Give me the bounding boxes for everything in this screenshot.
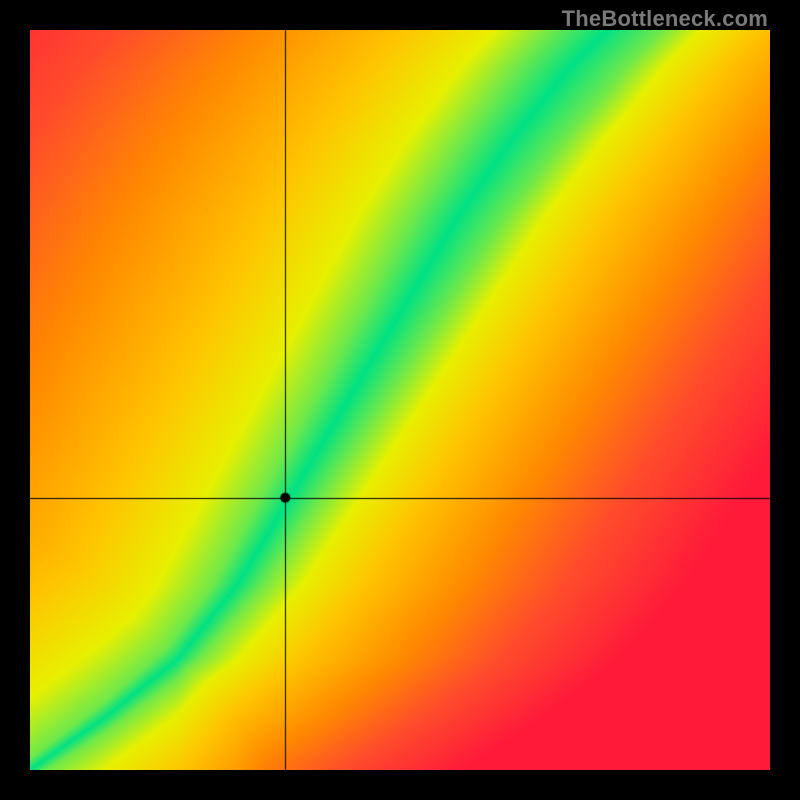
bottleneck-heatmap bbox=[30, 30, 770, 770]
watermark-text: TheBottleneck.com bbox=[562, 6, 768, 32]
chart-container: TheBottleneck.com bbox=[0, 0, 800, 800]
